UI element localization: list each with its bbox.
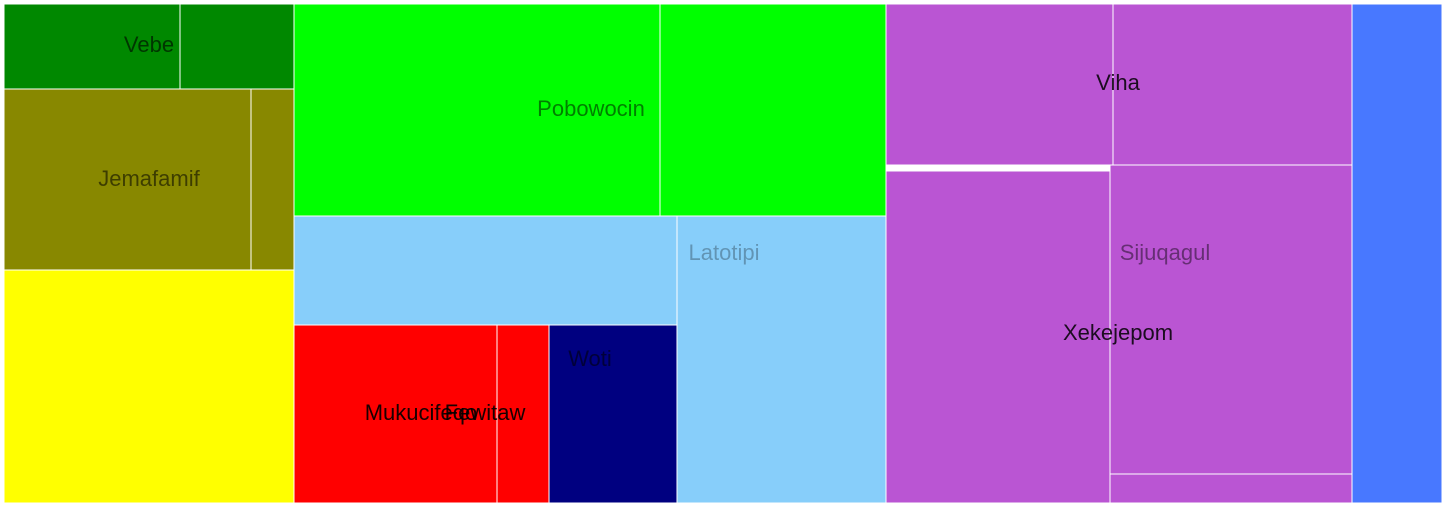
treemap-tile-t8 [293,215,678,326]
treemap-tile-xekejepom [885,170,1111,504]
treemap-label-woti: Woti [568,346,612,371]
treemap-tile-vebe [3,3,181,90]
treemap-tile-woti [548,324,678,504]
treemap-tile-jemafamif [3,88,252,271]
treemap-label-mukucifeqo: Mukucifeqo [365,400,478,425]
treemap-tile-t17 [1109,473,1353,504]
treemap-label-latotipi: Latotipi [689,240,760,265]
treemap-tile-mukucifeqo [293,324,498,504]
treemap-tile-t18 [1351,3,1443,504]
treemap-tile-t4 [250,88,295,271]
treemap-tile-fewitaw [496,324,550,504]
treemap-tile-t7 [659,3,887,217]
treemap-tile-latotipi [676,215,887,504]
treemap-tile-t14 [1112,3,1353,166]
treemap-label-pobowocin: Pobowocin [537,96,645,121]
treemap-label-viha: Viha [1096,70,1140,95]
treemap-tile-pobowocin [293,3,661,217]
treemap-label-jemafamif: Jemafamif [98,166,200,191]
treemap-tile-t2 [179,3,295,90]
treemap-label-sijuqagul: Sijuqagul [1120,240,1211,265]
treemap-tile-t5 [3,269,295,504]
treemap-label-xekejepom: Xekejepom [1063,320,1173,345]
treemap-label-vebe: Vebe [124,32,174,57]
treemap-label-fewitaw: Fewitaw [445,400,526,425]
treemap-tile-viha [885,3,1114,166]
